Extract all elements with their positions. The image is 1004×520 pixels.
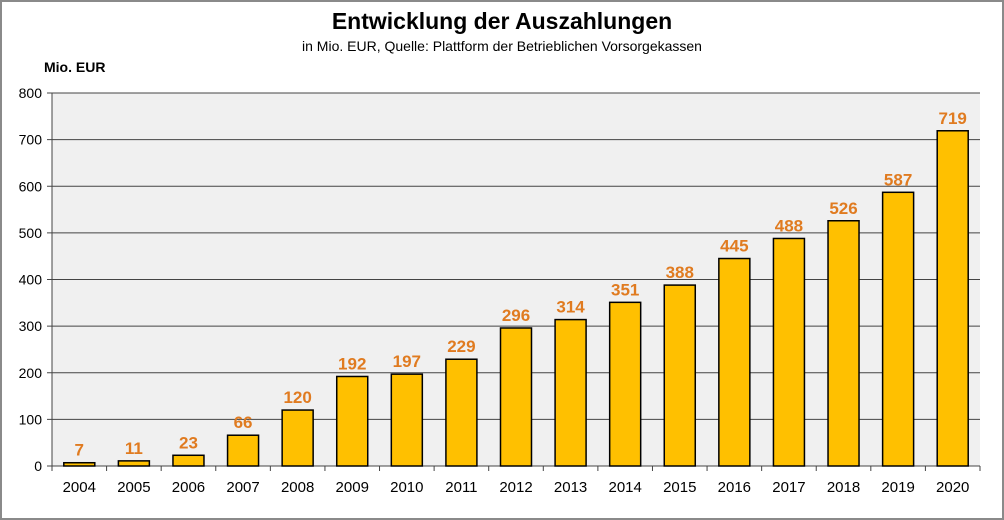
y-tick-label: 100 [19,411,43,427]
x-tick-label: 2008 [281,479,314,496]
data-label-2011: 229 [447,337,475,356]
y-tick-label: 400 [19,272,43,288]
chart-title: Entwicklung der Auszahlungen [331,8,673,34]
y-tick-label: 0 [34,458,42,474]
y-tick-label: 700 [19,132,43,148]
x-tick-label: 2018 [827,479,860,496]
bar-2007 [226,434,260,467]
bar-2011 [445,358,478,467]
data-label-2017: 488 [775,216,803,235]
data-label-2009: 192 [338,354,366,373]
bar-2006 [172,454,205,467]
y-tick-label: 800 [19,85,43,101]
bar-2020 [936,130,969,467]
x-tick-label: 2015 [663,479,696,496]
data-label-2004: 7 [75,441,84,460]
bar-2013 [554,318,587,467]
x-tick-label: 2004 [63,479,96,496]
x-tick-label: 2014 [608,479,641,496]
x-tick-label: 2016 [718,479,751,496]
bar-2019 [881,191,915,467]
x-tick-label: 2010 [390,479,423,496]
y-tick-label: 600 [19,178,43,194]
bar-2018 [827,220,860,467]
x-tick-label: 2011 [445,479,477,496]
data-label-2008: 120 [283,388,311,407]
bar-2017 [772,237,806,467]
bar-2004 [63,461,96,467]
x-tick-label: 2017 [772,479,805,496]
x-tick-label: 2019 [881,479,914,496]
y-tick-label: 500 [19,225,43,241]
x-tick-label: 2009 [336,479,369,496]
data-label-2018: 526 [829,199,857,218]
data-label-2020: 719 [939,109,967,128]
x-tick-label: 2006 [172,479,205,496]
data-label-2005: 11 [125,439,143,458]
data-label-2016: 445 [720,237,748,256]
bar-2012 [499,327,533,467]
bar-2014 [608,301,642,467]
bar-2005 [117,460,151,467]
x-tick-label: 2020 [936,479,969,496]
data-label-2010: 197 [393,352,421,371]
bar-2009 [335,375,369,467]
data-label-2014: 351 [611,280,639,299]
y-axis-label: Mio. EUR [44,59,106,75]
x-tick-label: 2007 [226,479,259,496]
x-tick-label: 2012 [499,479,532,496]
bar-2016 [718,257,751,467]
data-label-2012: 296 [502,306,530,325]
x-tick-label: 2013 [554,479,587,496]
data-label-2015: 388 [666,263,694,282]
data-label-2006: 23 [179,433,198,452]
bar-2015 [663,284,697,467]
chart-subtitle: in Mio. EUR, Quelle: Plattform der Betri… [302,38,702,54]
y-tick-label: 300 [19,318,43,334]
x-tick-label: 2005 [117,479,150,496]
bar-2010 [390,373,424,467]
data-label-2013: 314 [556,298,585,317]
data-label-2007: 66 [234,413,253,432]
bar-2008 [281,409,314,467]
data-label-2019: 587 [884,170,912,189]
y-tick-label: 200 [19,365,43,381]
